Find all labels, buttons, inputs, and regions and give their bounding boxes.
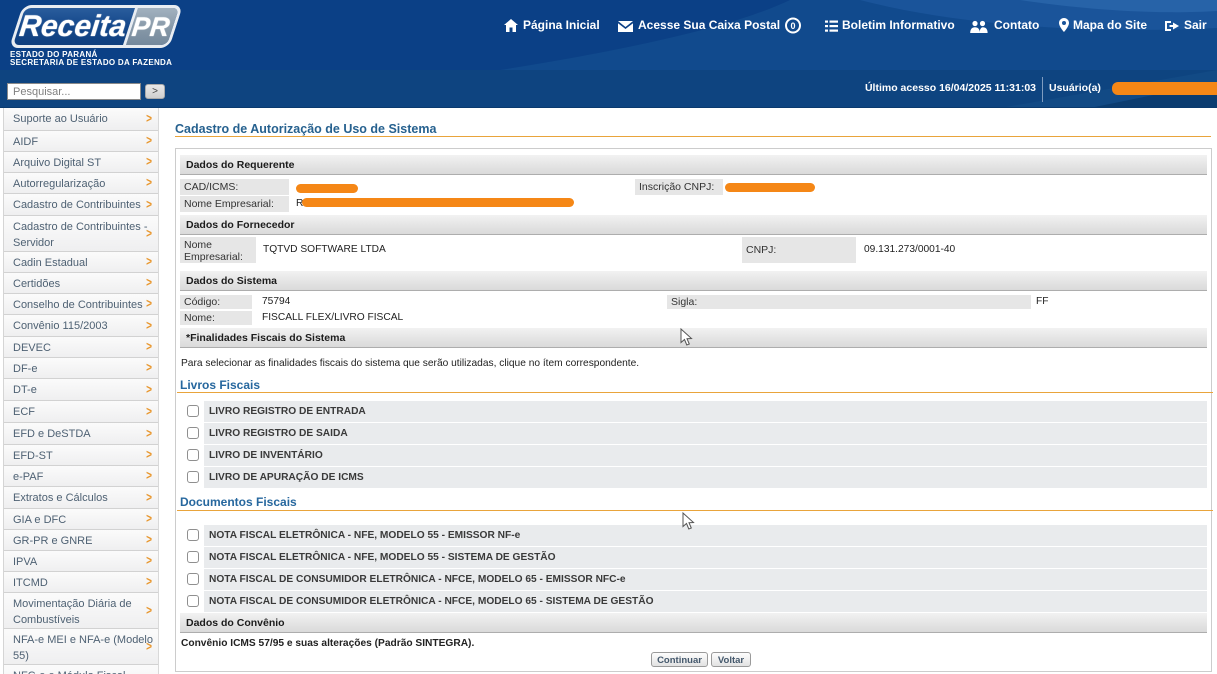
svg-text:0: 0	[790, 21, 795, 31]
